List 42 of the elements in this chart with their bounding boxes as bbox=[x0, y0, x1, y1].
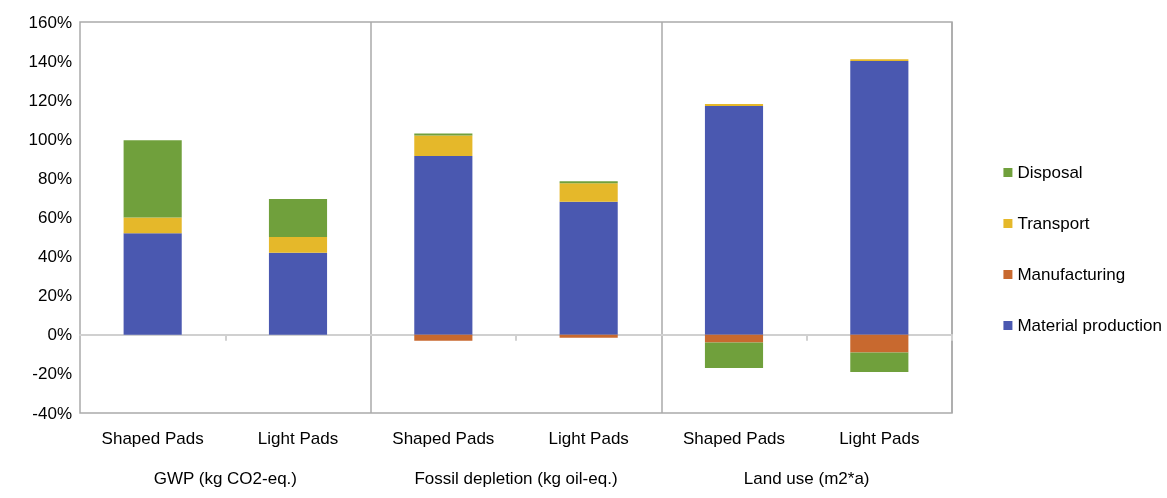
bar bbox=[850, 334, 909, 353]
text: Land use (m2*a) bbox=[743, 469, 870, 488]
bar bbox=[850, 352, 909, 372]
y-tick-label: 160% bbox=[28, 12, 72, 32]
y-tick-label: 100% bbox=[28, 129, 72, 149]
y-tick-label: -40% bbox=[32, 403, 72, 423]
bar bbox=[559, 334, 618, 338]
bar bbox=[704, 342, 764, 369]
bar bbox=[414, 155, 473, 335]
x-tick-label: Light Pads bbox=[548, 429, 629, 448]
bar bbox=[268, 198, 328, 238]
bar bbox=[559, 183, 618, 202]
x-tick-label: Light Pads bbox=[257, 429, 339, 448]
legend-label: Material production bbox=[1017, 316, 1162, 335]
x-tick-label: Light Pads bbox=[839, 429, 920, 448]
x-tick-label: Shaped Pads bbox=[682, 429, 786, 448]
bar bbox=[414, 135, 473, 156]
bar bbox=[123, 140, 182, 218]
y-tick-label: 60% bbox=[37, 208, 72, 227]
text: Fossil depletion (kg oil-eq.) bbox=[414, 469, 618, 488]
bar bbox=[414, 334, 473, 341]
bar bbox=[559, 201, 618, 335]
y-tick-label: 40% bbox=[37, 247, 72, 267]
y-tick-label: 20% bbox=[37, 286, 72, 306]
legend-label: Manufacturing bbox=[1017, 265, 1126, 284]
x-tick-label: Shaped Pads bbox=[101, 429, 204, 448]
bar bbox=[123, 217, 182, 234]
y-tick-label: 120% bbox=[28, 90, 72, 110]
legend-label: Disposal bbox=[1017, 163, 1083, 182]
bar bbox=[704, 106, 764, 335]
legend-label: Transport bbox=[1017, 214, 1090, 233]
bar bbox=[850, 61, 909, 335]
y-tick-label: 0% bbox=[47, 325, 72, 345]
bar bbox=[704, 334, 764, 343]
y-tick-label: 80% bbox=[37, 168, 72, 188]
y-tick-label: 140% bbox=[28, 51, 72, 71]
bar bbox=[268, 237, 328, 253]
bar bbox=[123, 233, 182, 335]
bar bbox=[268, 252, 328, 335]
y-tick-label: -20% bbox=[32, 364, 72, 384]
text: GWP (kg CO2-eq.) bbox=[153, 469, 297, 488]
x-tick-label: Shaped Pads bbox=[392, 429, 495, 448]
